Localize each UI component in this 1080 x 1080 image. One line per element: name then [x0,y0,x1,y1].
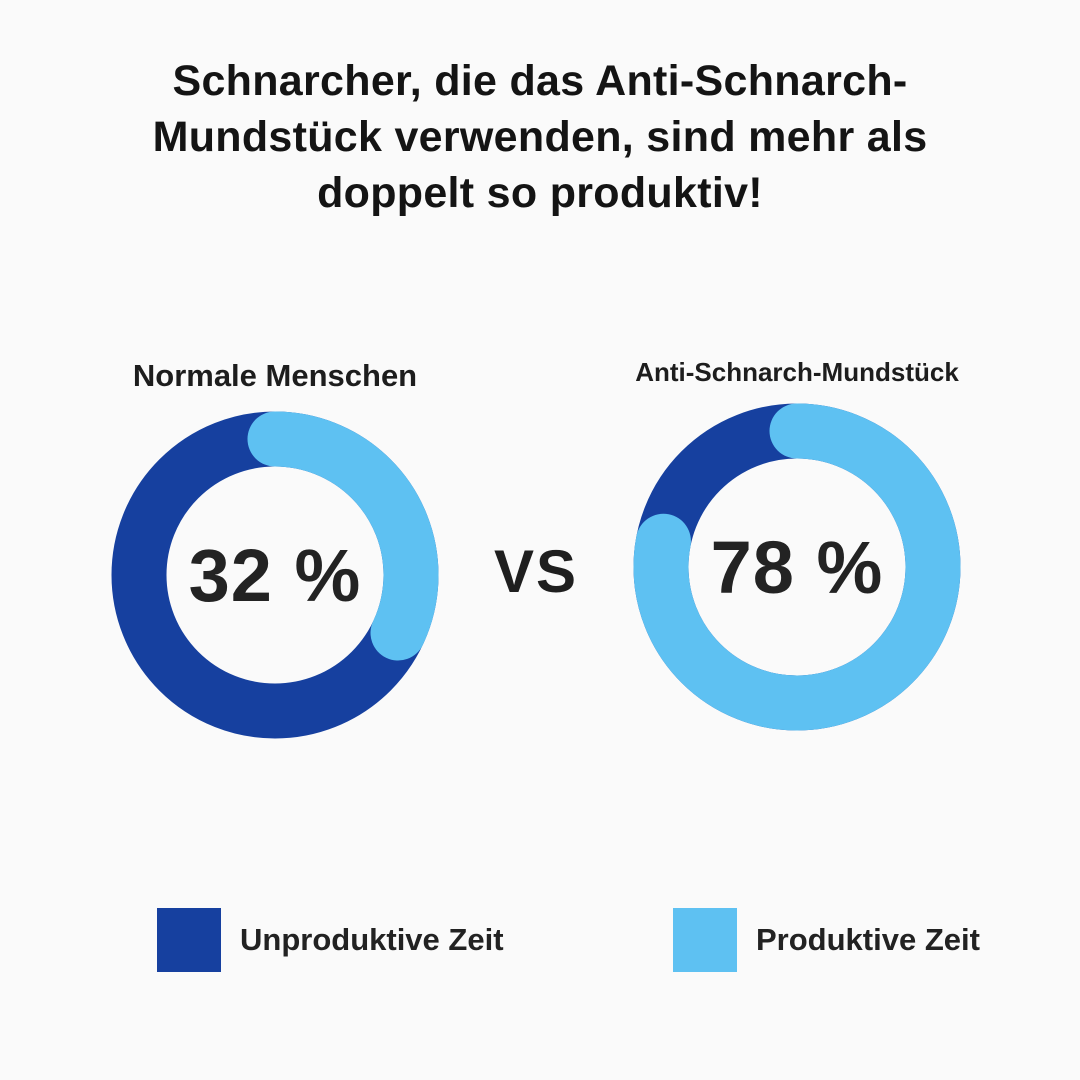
donut-ring-mouthpiece [633,403,961,731]
title-line-3: doppelt so produktiv! [317,169,763,217]
donut-chart-mouthpiece: Anti-Schnarch-Mundstück 78 % [632,357,962,732]
chart-title-mouthpiece: Anti-Schnarch-Mundstück [635,357,959,387]
legend-item-productive: Produktive Zeit [673,908,980,972]
percentage-value-normal-people: 32 % [188,533,362,617]
page-title: Schnarcher, die das Anti-Schnarch- Munds… [0,53,1080,221]
title-line-2: Mundstück verwenden, sind mehr als [152,113,928,161]
productive-segment [111,411,439,739]
vs-label: VS [493,538,579,605]
donut-chart-normal-people: Normale Menschen 32 % [110,358,440,740]
productive-color-swatch [673,908,737,972]
productive-segment [633,403,961,731]
legend-item-unproductive: Unproduktive Zeit [157,908,504,972]
legend-label-productive: Produktive Zeit [756,922,980,957]
percentage-value-mouthpiece: 78 % [710,525,884,609]
legend-label-unproductive: Unproduktive Zeit [240,922,504,957]
title-line-1: Schnarcher, die das Anti-Schnarch- [172,57,908,105]
unproductive-color-swatch [157,908,221,972]
donut-ring-normal-people [111,411,439,739]
chart-title-normal-people: Normale Menschen [132,358,418,393]
